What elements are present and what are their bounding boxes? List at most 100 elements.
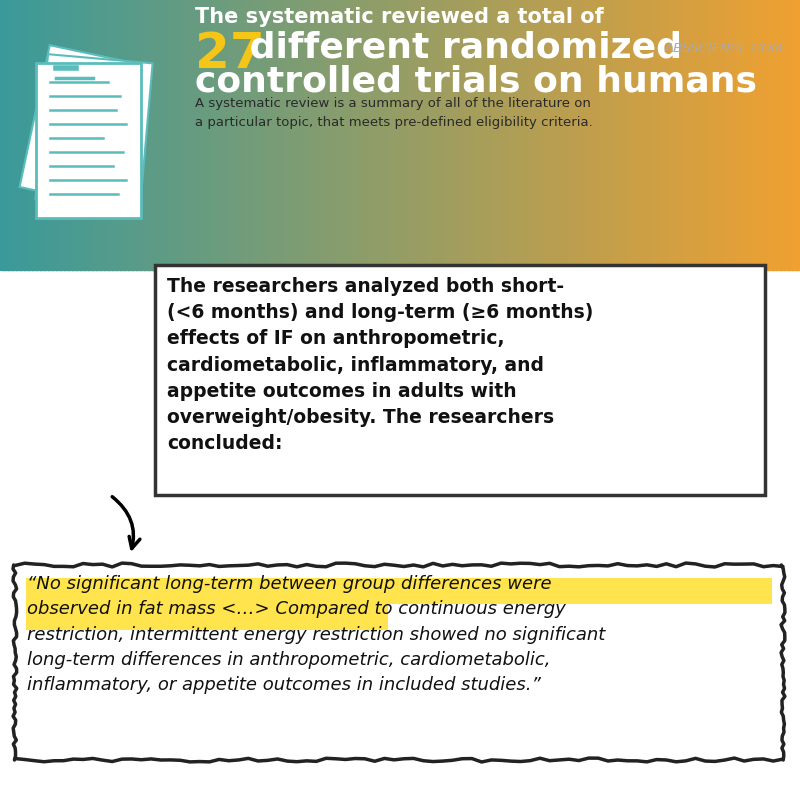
- Bar: [252, 0, 257, 270]
- Bar: [472, 0, 477, 270]
- Bar: [588, 0, 593, 270]
- Bar: [792, 0, 797, 270]
- Bar: [520, 0, 525, 270]
- Bar: [688, 0, 693, 270]
- Bar: [668, 0, 673, 270]
- Bar: [444, 0, 449, 270]
- Bar: [576, 0, 581, 270]
- Bar: [732, 0, 737, 270]
- Bar: [556, 0, 561, 270]
- Bar: [788, 0, 793, 270]
- Bar: [188, 0, 193, 270]
- Bar: [264, 0, 269, 270]
- Bar: [152, 0, 157, 270]
- Bar: [396, 0, 401, 270]
- Bar: [640, 0, 645, 270]
- Bar: [352, 0, 357, 270]
- Bar: [696, 0, 701, 270]
- Bar: [708, 0, 713, 270]
- Bar: [716, 0, 721, 270]
- Bar: [316, 0, 321, 270]
- Bar: [268, 0, 273, 270]
- Bar: [180, 0, 185, 270]
- Bar: [288, 0, 293, 270]
- Bar: [60, 0, 65, 270]
- Bar: [96, 0, 101, 270]
- Bar: [260, 0, 265, 270]
- Bar: [236, 0, 241, 270]
- Bar: [68, 0, 73, 270]
- Bar: [624, 0, 629, 270]
- Bar: [548, 0, 553, 270]
- Bar: [216, 0, 221, 270]
- Bar: [780, 0, 785, 270]
- Bar: [764, 0, 769, 270]
- Bar: [704, 0, 709, 270]
- Bar: [168, 0, 173, 270]
- Bar: [136, 0, 141, 270]
- Text: The researchers analyzed both short-
(<6 months) and long-term (≥6 months)
effec: The researchers analyzed both short- (<6…: [167, 277, 594, 453]
- Bar: [544, 0, 549, 270]
- Bar: [564, 0, 569, 270]
- Bar: [340, 0, 345, 270]
- Bar: [344, 0, 349, 270]
- Bar: [768, 0, 773, 270]
- Bar: [712, 0, 717, 270]
- Text: “No significant long-term between group differences were
observed in fat mass <…: “No significant long-term between group …: [27, 575, 606, 694]
- Bar: [176, 0, 181, 270]
- Bar: [572, 0, 577, 270]
- Bar: [596, 0, 601, 270]
- Bar: [100, 0, 105, 270]
- Bar: [652, 0, 657, 270]
- Bar: [644, 0, 649, 270]
- Bar: [120, 0, 125, 270]
- Bar: [632, 0, 637, 270]
- Bar: [324, 0, 329, 270]
- Bar: [488, 0, 493, 270]
- Bar: [212, 0, 217, 270]
- Bar: [468, 0, 473, 270]
- Bar: [104, 0, 109, 270]
- Bar: [452, 0, 457, 270]
- Bar: [428, 0, 433, 270]
- Bar: [148, 0, 153, 270]
- Bar: [36, 0, 41, 270]
- Bar: [244, 0, 249, 270]
- Bar: [436, 0, 441, 270]
- Bar: [584, 0, 589, 270]
- Bar: [204, 0, 209, 270]
- Bar: [232, 0, 237, 270]
- Bar: [440, 0, 445, 270]
- Bar: [200, 0, 205, 270]
- Bar: [592, 0, 597, 270]
- Bar: [64, 0, 69, 270]
- Bar: [600, 0, 605, 270]
- Bar: [700, 0, 705, 270]
- Bar: [604, 0, 609, 270]
- Text: 27: 27: [195, 30, 265, 78]
- Bar: [156, 0, 161, 270]
- FancyBboxPatch shape: [155, 265, 765, 495]
- Bar: [380, 0, 385, 270]
- Bar: [84, 0, 89, 270]
- Bar: [636, 0, 641, 270]
- Bar: [500, 0, 505, 270]
- Bar: [612, 0, 617, 270]
- FancyBboxPatch shape: [35, 54, 153, 208]
- Bar: [248, 0, 253, 270]
- Bar: [620, 0, 625, 270]
- Bar: [332, 0, 337, 270]
- Bar: [328, 0, 333, 270]
- Bar: [276, 0, 281, 270]
- Bar: [376, 0, 381, 270]
- Bar: [228, 0, 233, 270]
- Bar: [16, 0, 21, 270]
- Bar: [680, 0, 685, 270]
- Bar: [772, 0, 777, 270]
- Bar: [504, 0, 509, 270]
- Bar: [752, 0, 757, 270]
- Bar: [52, 0, 57, 270]
- FancyArrowPatch shape: [112, 497, 140, 549]
- Bar: [568, 0, 573, 270]
- Bar: [656, 0, 661, 270]
